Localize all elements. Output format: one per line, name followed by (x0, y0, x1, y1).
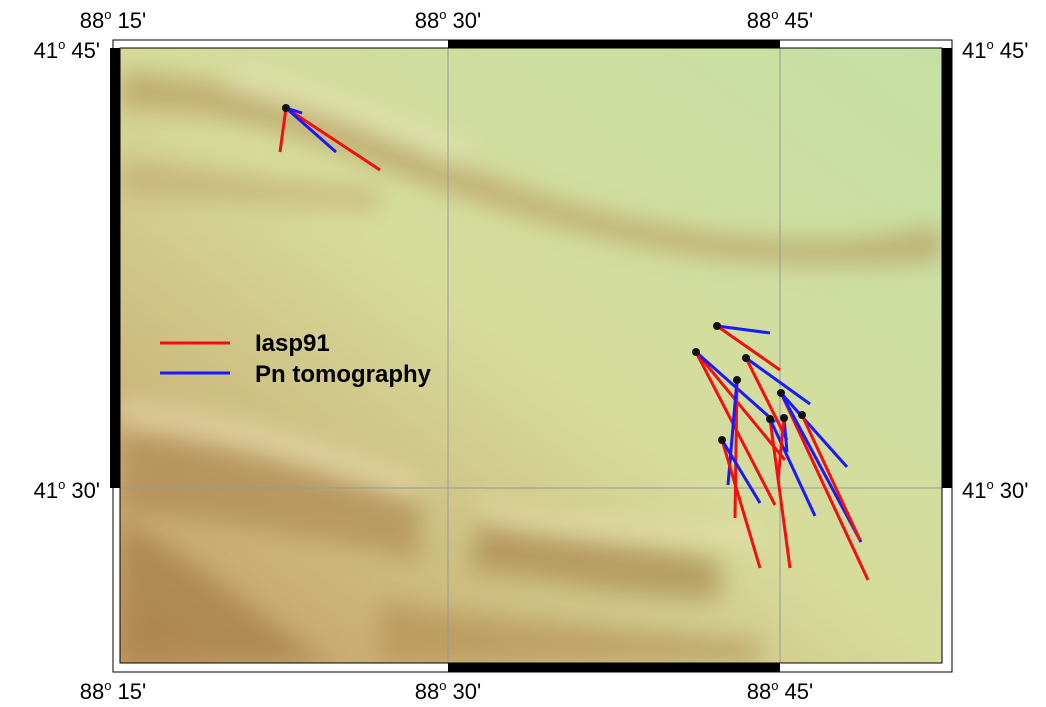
coordinate-label: 41o 45' (34, 37, 100, 63)
minutes: 30' (71, 478, 100, 503)
minutes: 30' (1000, 478, 1029, 503)
degrees: 88 (747, 679, 771, 704)
degrees: 88 (415, 8, 439, 33)
degrees: 88 (415, 679, 439, 704)
coordinate-label: 88o 15' (80, 678, 146, 704)
degrees: 41 (34, 38, 58, 63)
minutes: 45' (71, 38, 100, 63)
degree-symbol: o (439, 678, 446, 693)
legend-label: Pn tomography (255, 361, 432, 388)
degrees: 41 (34, 478, 58, 503)
degrees: 88 (747, 8, 771, 33)
map: Iasp91 Pn tomography 88o15'88o30'88o45'8… (0, 0, 1046, 707)
minutes: 15' (118, 8, 147, 33)
degree-symbol: o (771, 7, 778, 22)
minutes: 45' (785, 8, 814, 33)
degree-symbol: o (58, 37, 65, 52)
coordinate-label: 88o 30' (415, 7, 481, 33)
legend-label: Iasp91 (255, 330, 330, 357)
degrees: 41 (962, 38, 986, 63)
coordinate-label: 88o 15' (80, 7, 146, 33)
degrees: 88 (80, 679, 104, 704)
degrees: 88 (80, 8, 104, 33)
degree-symbol: o (439, 7, 446, 22)
coordinate-label: 41o 45' (962, 37, 1028, 63)
coordinate-label: 88o 45' (747, 678, 813, 704)
degree-symbol: o (771, 678, 778, 693)
minutes: 30' (453, 8, 482, 33)
degree-symbol: o (986, 477, 993, 492)
degrees: 41 (962, 478, 986, 503)
minutes: 15' (118, 679, 147, 704)
degree-symbol: o (104, 678, 111, 693)
minutes: 45' (1000, 38, 1029, 63)
degree-symbol: o (104, 7, 111, 22)
coordinate-label: 41o 30' (34, 477, 100, 503)
coordinate-label: 41o 30' (962, 477, 1028, 503)
coordinate-label: 88o 30' (415, 678, 481, 704)
degree-symbol: o (58, 477, 65, 492)
minutes: 45' (785, 679, 814, 704)
relief (120, 48, 942, 663)
coordinate-label: 88o 45' (747, 7, 813, 33)
degree-symbol: o (986, 37, 993, 52)
minutes: 30' (453, 679, 482, 704)
